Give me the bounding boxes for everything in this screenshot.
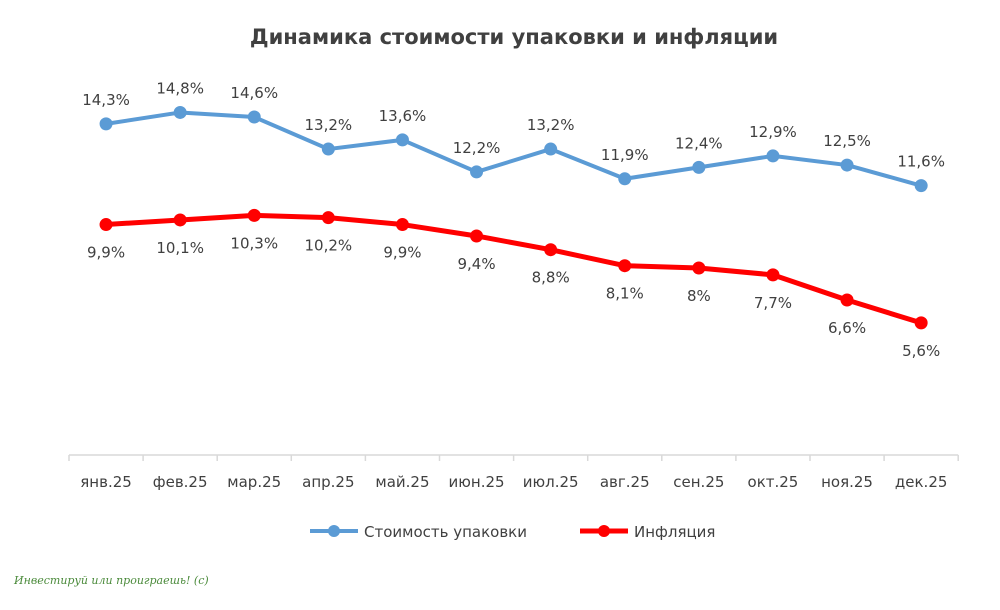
- data-point: [618, 172, 632, 186]
- data-point: [914, 179, 928, 193]
- legend-marker: [598, 525, 610, 537]
- data-point: [247, 208, 261, 222]
- data-label: 12,4%: [675, 134, 723, 152]
- data-point: [173, 105, 187, 119]
- x-tick-label: дек.25: [895, 473, 948, 491]
- data-label: 11,9%: [601, 146, 649, 164]
- x-tick-label: мар.25: [227, 473, 281, 491]
- x-tick-label: авг.25: [600, 473, 650, 491]
- data-label: 10,1%: [156, 239, 204, 257]
- data-point: [766, 268, 780, 282]
- series-1: 9,9% 10,1% 10,3% 10,2% 9,9% 9,4% 8,8% 8,1% 8% 7,7…: [87, 208, 940, 360]
- data-label: 14,3%: [82, 91, 130, 109]
- data-label: 11,6%: [897, 153, 945, 171]
- data-label: 5,6%: [902, 342, 940, 360]
- data-label: 7,7%: [754, 294, 792, 312]
- data-label: 6,6%: [828, 319, 866, 337]
- data-point: [395, 218, 409, 232]
- chart-title: Динамика стоимости упаковки и инфляции: [250, 25, 778, 49]
- series-group: 14,3% 14,8% 14,6% 13,2% 13,6% 12,2% 13,2% 11,9%…: [82, 79, 945, 359]
- series-0: 14,3% 14,8% 14,6% 13,2% 13,6% 12,2% 13,2% 11,9%…: [82, 79, 945, 193]
- watermark: Инвестируй или проиграешь! (c): [13, 574, 209, 587]
- data-point: [692, 160, 706, 174]
- data-point: [99, 218, 113, 232]
- x-tick-label: сен.25: [673, 473, 724, 491]
- data-point: [840, 158, 854, 172]
- series-line: [105, 110, 922, 188]
- x-tick-label: июл.25: [523, 473, 579, 491]
- data-label: 8,1%: [606, 285, 644, 303]
- series-line: [105, 212, 922, 326]
- data-point: [618, 259, 632, 273]
- legend-label: Инфляция: [634, 523, 715, 541]
- legend-item-0: Стоимость упаковки: [310, 523, 527, 541]
- data-point: [173, 213, 187, 227]
- data-label: 13,6%: [379, 107, 427, 125]
- data-point: [321, 142, 335, 156]
- data-label: 12,9%: [749, 123, 797, 141]
- x-tick-label: апр.25: [302, 473, 354, 491]
- legend-label: Стоимость упаковки: [364, 523, 527, 541]
- x-tick-label: июн.25: [449, 473, 505, 491]
- data-label: 9,9%: [87, 244, 125, 262]
- data-point: [544, 142, 558, 156]
- data-label: 13,2%: [305, 116, 353, 134]
- data-label: 9,4%: [457, 255, 495, 273]
- data-label: 8,8%: [532, 269, 570, 287]
- data-label: 14,6%: [230, 84, 278, 102]
- data-point: [840, 293, 854, 307]
- data-point: [395, 133, 409, 147]
- data-point: [544, 243, 558, 257]
- data-point: [99, 117, 113, 131]
- data-label: 12,5%: [823, 132, 871, 150]
- data-point: [321, 211, 335, 225]
- data-point: [247, 110, 261, 124]
- x-tick-label: май.25: [375, 473, 429, 491]
- data-point: [692, 261, 706, 275]
- legend-item-1: Инфляция: [580, 523, 715, 541]
- data-point: [766, 149, 780, 163]
- data-label: 12,2%: [453, 139, 501, 157]
- x-tick-label: ноя.25: [821, 473, 873, 491]
- x-tick-label: фев.25: [153, 473, 208, 491]
- data-label: 9,9%: [383, 244, 421, 262]
- data-label: 8%: [687, 287, 711, 305]
- x-tick-label: окт.25: [748, 473, 799, 491]
- data-point: [470, 229, 484, 243]
- legend: Стоимость упаковки Инфляция: [310, 523, 715, 541]
- data-label: 13,2%: [527, 116, 575, 134]
- data-label: 10,3%: [230, 234, 278, 252]
- legend-marker: [328, 525, 340, 537]
- data-label: 10,2%: [305, 237, 353, 255]
- data-point: [914, 316, 928, 330]
- x-axis: янв.25 фев.25 мар.25 апр.25 май.25 июн.25 июл.…: [68, 454, 959, 491]
- data-label: 14,8%: [156, 79, 204, 97]
- x-tick-label: янв.25: [80, 473, 132, 491]
- data-point: [470, 165, 484, 179]
